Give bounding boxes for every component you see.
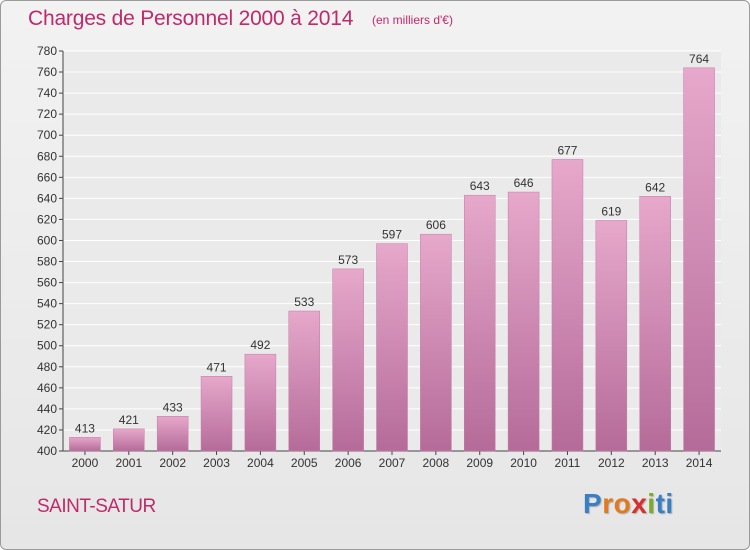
logo-letter: t (655, 488, 666, 519)
bar-2012 (595, 220, 628, 452)
x-tick-label: 2005 (291, 456, 318, 470)
y-tick-label: 700 (37, 128, 57, 142)
data-label: 597 (382, 228, 402, 242)
data-label: 764 (689, 52, 709, 66)
data-label: 533 (294, 295, 314, 309)
y-tick-label: 540 (37, 297, 57, 311)
x-tick-label: 2009 (466, 456, 493, 470)
proxiti-logo[interactable]: Proxiti (583, 488, 674, 520)
bar-2008 (420, 233, 452, 452)
logo-letter: x (631, 488, 648, 519)
bar-2000 (69, 437, 101, 452)
bars (69, 67, 715, 452)
y-tick-label: 680 (37, 149, 57, 163)
bar-2001 (113, 428, 145, 452)
x-tick-label: 2004 (247, 456, 274, 470)
x-tick-label: 2006 (335, 456, 362, 470)
data-label: 643 (470, 179, 490, 193)
bar-2007 (376, 243, 408, 452)
y-tick-label: 740 (37, 86, 57, 100)
y-tick-label: 640 (37, 191, 57, 205)
data-label: 471 (207, 360, 227, 374)
x-tick-label: 2000 (72, 456, 99, 470)
bar-2011 (551, 159, 584, 452)
data-labels: 413 421 433 471 492 533 573 597 606 643 646 677 619 6… (75, 52, 709, 435)
x-tick-label: 2011 (555, 456, 581, 470)
bar-2010 (507, 191, 540, 452)
data-label: 619 (601, 204, 621, 218)
bar-2004 (244, 353, 277, 452)
x-tick-label: 2013 (642, 456, 669, 470)
y-tick-label: 520 (37, 318, 57, 332)
bar-2009 (463, 194, 496, 452)
y-tick-label: 600 (37, 233, 57, 247)
logo-letter: r (602, 488, 614, 519)
y-tick-label: 620 (37, 212, 57, 226)
y-tick-label: 460 (37, 381, 57, 395)
data-label: 606 (426, 218, 446, 232)
y-tick-label: 580 (37, 255, 57, 269)
y-tick-label: 660 (37, 170, 57, 184)
bar-2003 (200, 376, 233, 452)
chart-title: Charges de Personnel 2000 à 2014 (28, 7, 354, 30)
x-tick-label: 2002 (159, 456, 186, 470)
y-tick-label: 420 (37, 423, 57, 437)
chart-subtitle: (en milliers d'€) (372, 13, 453, 27)
bar-2013 (639, 196, 671, 452)
axes: 400 420 440 460 480 500 520 540 560 580 600 620 640 6… (37, 44, 721, 470)
x-tick-label: 2003 (203, 456, 230, 470)
y-tick-label: 720 (37, 107, 57, 121)
data-label: 421 (119, 413, 139, 427)
x-tick-label: 2007 (379, 456, 406, 470)
logo-letter: P (583, 488, 603, 519)
x-tick-label: 2014 (686, 456, 713, 470)
bar-2014 (683, 67, 715, 452)
y-tick-label: 400 (37, 444, 57, 458)
y-tick-label: 780 (37, 44, 57, 58)
y-tick-label: 500 (37, 339, 57, 353)
logo-letter: i (647, 488, 656, 519)
logo-letter: i (665, 488, 674, 519)
commune-name: SAINT-SATUR (37, 496, 156, 517)
data-label: 677 (557, 143, 577, 157)
data-label: 492 (250, 338, 270, 352)
y-tick-label: 760 (37, 65, 57, 79)
y-tick-label: 440 (37, 402, 57, 416)
logo-letter: o (613, 488, 632, 519)
x-tick-label: 2001 (115, 456, 142, 470)
data-label: 646 (514, 176, 534, 190)
x-tick-label: 2010 (510, 456, 537, 470)
x-tick-label: 2012 (598, 456, 625, 470)
data-label: 413 (75, 421, 95, 435)
bar-2002 (156, 416, 189, 452)
data-label: 642 (645, 180, 665, 194)
data-label: 433 (163, 400, 183, 414)
x-tick-label: 2008 (423, 456, 450, 470)
bar-2005 (288, 310, 321, 452)
bar-2006 (332, 268, 364, 452)
y-tick-label: 560 (37, 276, 57, 290)
y-tick-label: 480 (37, 360, 57, 374)
data-label: 573 (338, 253, 358, 267)
